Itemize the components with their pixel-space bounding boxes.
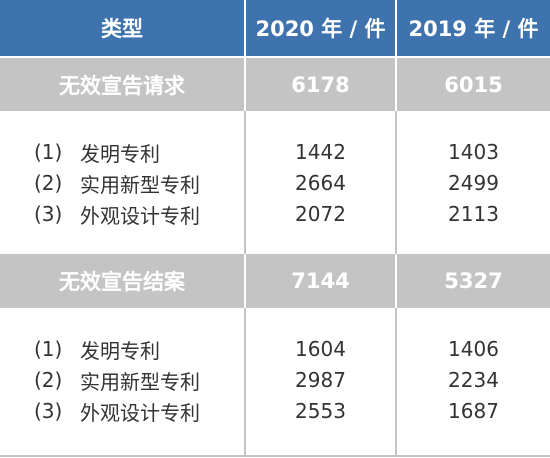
section-total-2019: 5327 [444,269,503,293]
table-row: (3) 外观设计专利 2072 2113 [0,198,550,230]
section-total-2020: 6178 [291,72,350,97]
table-row: (1) 发明专利 1442 1403 [0,136,550,168]
table-bottom-border [0,455,550,457]
body-divider [244,308,246,455]
row-value-2020: 2072 [295,202,346,226]
row-value-2020: 1442 [295,140,346,164]
row-index: (1) [34,140,63,164]
row-value-2020: 1604 [295,337,346,361]
section-title: 无效宣告请求 [59,73,185,98]
row-index: (2) [34,171,63,195]
row-label: (3) 外观设计专利 [34,395,200,427]
row-value-2019: 2113 [448,202,499,226]
section-band-closures: 无效宣告结案 7144 5327 [0,254,550,308]
header-divider [244,0,246,56]
band-divider [395,58,397,111]
body-divider [395,308,397,455]
row-value-2020: 2987 [295,368,346,392]
section-title: 无效宣告结案 [59,270,185,294]
row-value-2019: 2499 [448,171,499,195]
table-row: (2) 实用新型专利 2664 2499 [0,167,550,199]
section-band-requests: 无效宣告请求 6178 6015 [0,58,550,111]
band-divider [244,58,246,111]
section-total-2019: 6015 [444,72,503,97]
row-label: (3) 外观设计专利 [34,198,200,230]
row-category: 实用新型专利 [80,172,200,197]
row-label: (2) 实用新型专利 [34,167,200,199]
band-divider [395,254,397,308]
row-value-2019: 1687 [448,399,499,423]
row-value-2020: 2664 [295,171,346,195]
row-label: (1) 发明专利 [34,136,160,168]
body-divider [244,111,246,254]
row-category: 发明专利 [80,338,160,363]
row-category: 外观设计专利 [80,400,200,425]
table-row: (1) 发明专利 1604 1406 [0,333,550,365]
row-index: (2) [34,368,63,392]
header-2020: 2020 年 / 件 [255,17,386,41]
row-index: (1) [34,337,63,361]
table-row: (2) 实用新型专利 2987 2234 [0,364,550,396]
row-value-2019: 1406 [448,337,499,361]
row-value-2020: 2553 [295,399,346,423]
table-row: (3) 外观设计专利 2553 1687 [0,395,550,427]
table-header: 类型 2020 年 / 件 2019 年 / 件 [0,0,550,56]
row-index: (3) [34,399,63,423]
row-category: 外观设计专利 [80,203,200,228]
header-type: 类型 [101,17,143,41]
body-divider [395,111,397,254]
row-value-2019: 1403 [448,140,499,164]
band-divider [244,254,246,308]
header-2019: 2019 年 / 件 [408,17,539,41]
row-index: (3) [34,202,63,226]
row-label: (1) 发明专利 [34,333,160,365]
row-value-2019: 2234 [448,368,499,392]
row-category: 实用新型专利 [80,369,200,394]
header-divider [395,0,397,56]
section-total-2020: 7144 [291,269,350,293]
row-category: 发明专利 [80,141,160,166]
row-label: (2) 实用新型专利 [34,364,200,396]
